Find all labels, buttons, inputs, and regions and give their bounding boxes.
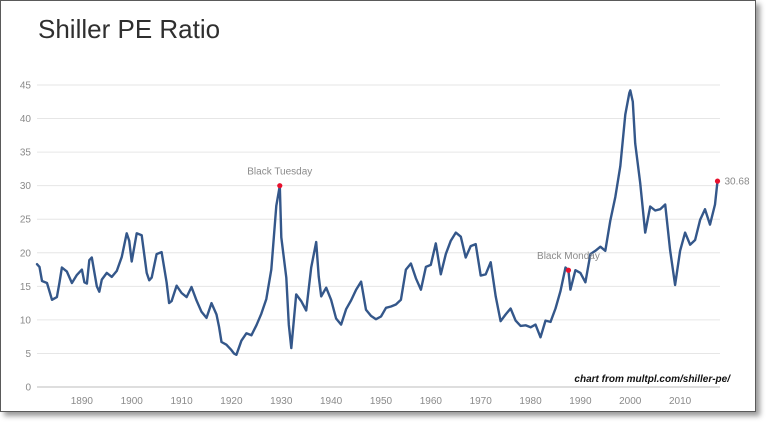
annotations: Black Tuesday Black Monday 30.68 [247,167,750,273]
series-line-shiller-pe [35,89,719,356]
x-axis-ticks: 1890 1900 1910 1920 1930 1940 1950 1960 1970 1980… [71,396,692,407]
annotation-label-0: Black Tuesday [247,167,312,178]
x-tick-label-2000: 2000 [619,396,642,407]
y-axis-ticks: 0 5 10 15 20 25 30 35 40 45 [20,81,32,394]
x-tick-label-1930: 1930 [270,396,293,407]
x-tick-label-2010: 2010 [669,396,692,407]
x-tick-label-1950: 1950 [370,396,393,407]
annotation-point-0 [277,183,283,189]
y-tick-label-10: 10 [20,315,32,326]
x-tick-label-1900: 1900 [121,396,144,407]
chart-title: Shiller PE Ratio [38,14,221,44]
x-tick-label-1990: 1990 [569,396,592,407]
x-tick-label-1980: 1980 [519,396,542,407]
annotation-label-2: 30.68 [725,177,750,188]
y-tick-label-0: 0 [25,383,31,394]
x-tick-label-1890: 1890 [71,396,94,407]
annotation-label-1: Black Monday [537,251,600,262]
annotation-point-2 [714,178,721,184]
annotation-point-1 [565,267,572,273]
y-tick-label-30: 30 [20,181,32,192]
grid-lines [37,84,720,388]
y-tick-label-35: 35 [20,148,32,159]
x-tick-label-1970: 1970 [470,396,493,407]
y-tick-label-20: 20 [20,248,32,259]
x-tick-label-1940: 1940 [320,396,343,407]
y-tick-label-5: 5 [25,349,31,360]
y-tick-label-25: 25 [20,215,32,226]
y-tick-label-15: 15 [20,282,32,293]
y-tick-label-45: 45 [20,81,32,92]
chart-frame [0,0,756,412]
x-tick-label-1920: 1920 [220,396,243,407]
x-tick-label-1910: 1910 [170,396,193,407]
source-credit: chart from multpl.com/shiller-pe/ [574,374,731,385]
y-tick-label-40: 40 [20,114,32,125]
x-tick-label-1960: 1960 [420,396,443,407]
